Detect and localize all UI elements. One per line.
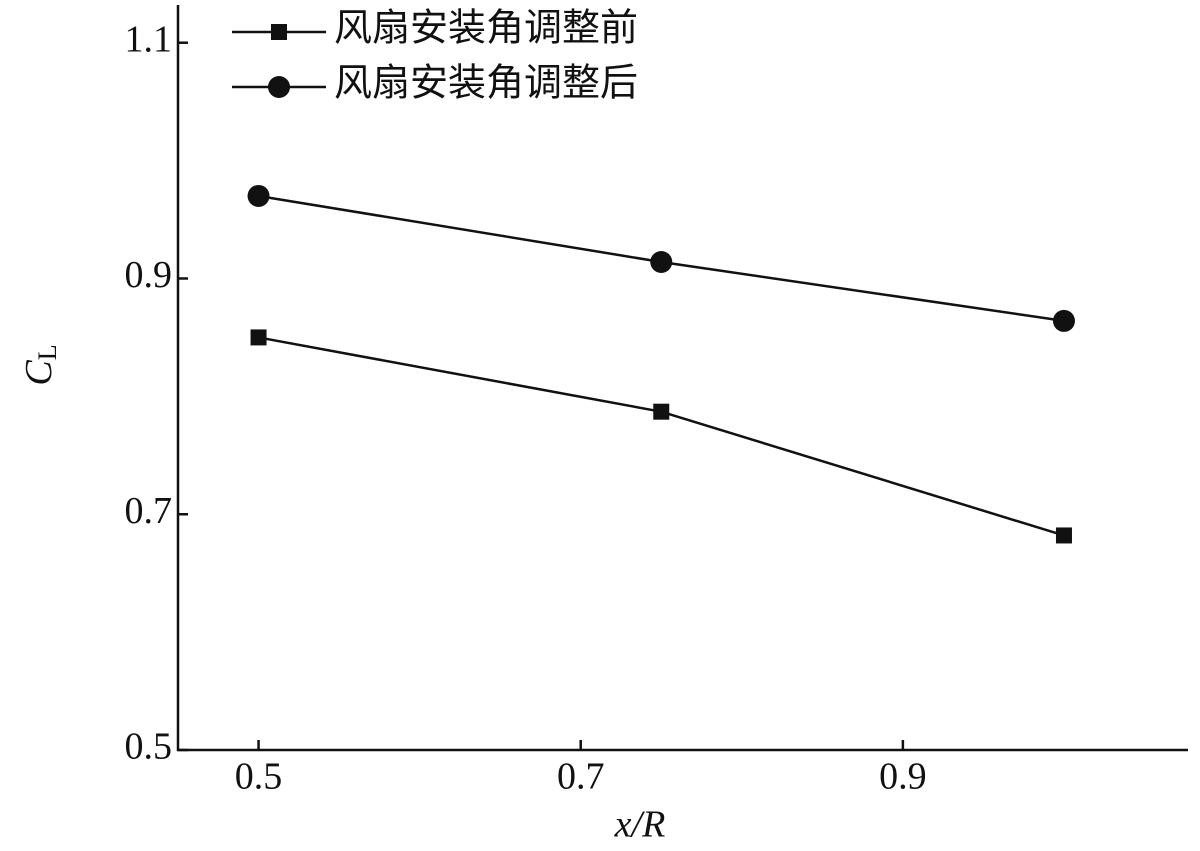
point <box>1052 309 1075 332</box>
legend-label: 风扇安装角调整后 <box>334 63 638 105</box>
y-tick-label: 0.7 <box>125 490 173 532</box>
y-axis-label: CL <box>18 344 62 385</box>
series-line <box>258 336 1065 537</box>
point <box>653 403 670 420</box>
y-axis-label-sub: L <box>33 344 62 360</box>
y-axis-label-main: C <box>18 360 60 386</box>
point <box>1055 527 1072 544</box>
point <box>247 184 270 207</box>
point <box>650 250 673 273</box>
y-tick-label: 0.9 <box>125 254 173 296</box>
y-tick-label: 0.5 <box>125 726 173 768</box>
legend-marker <box>268 76 290 98</box>
x-tick-label: 0.5 <box>235 756 283 798</box>
legend-marker <box>271 24 287 40</box>
x-tick-label: 0.7 <box>557 756 605 798</box>
x-tick-label: 0.9 <box>879 756 927 798</box>
point <box>250 329 267 346</box>
x-axis-label: x/R <box>614 804 666 846</box>
y-tick-label: 1.1 <box>125 18 173 60</box>
legend-label: 风扇安装角调整前 <box>334 8 638 50</box>
